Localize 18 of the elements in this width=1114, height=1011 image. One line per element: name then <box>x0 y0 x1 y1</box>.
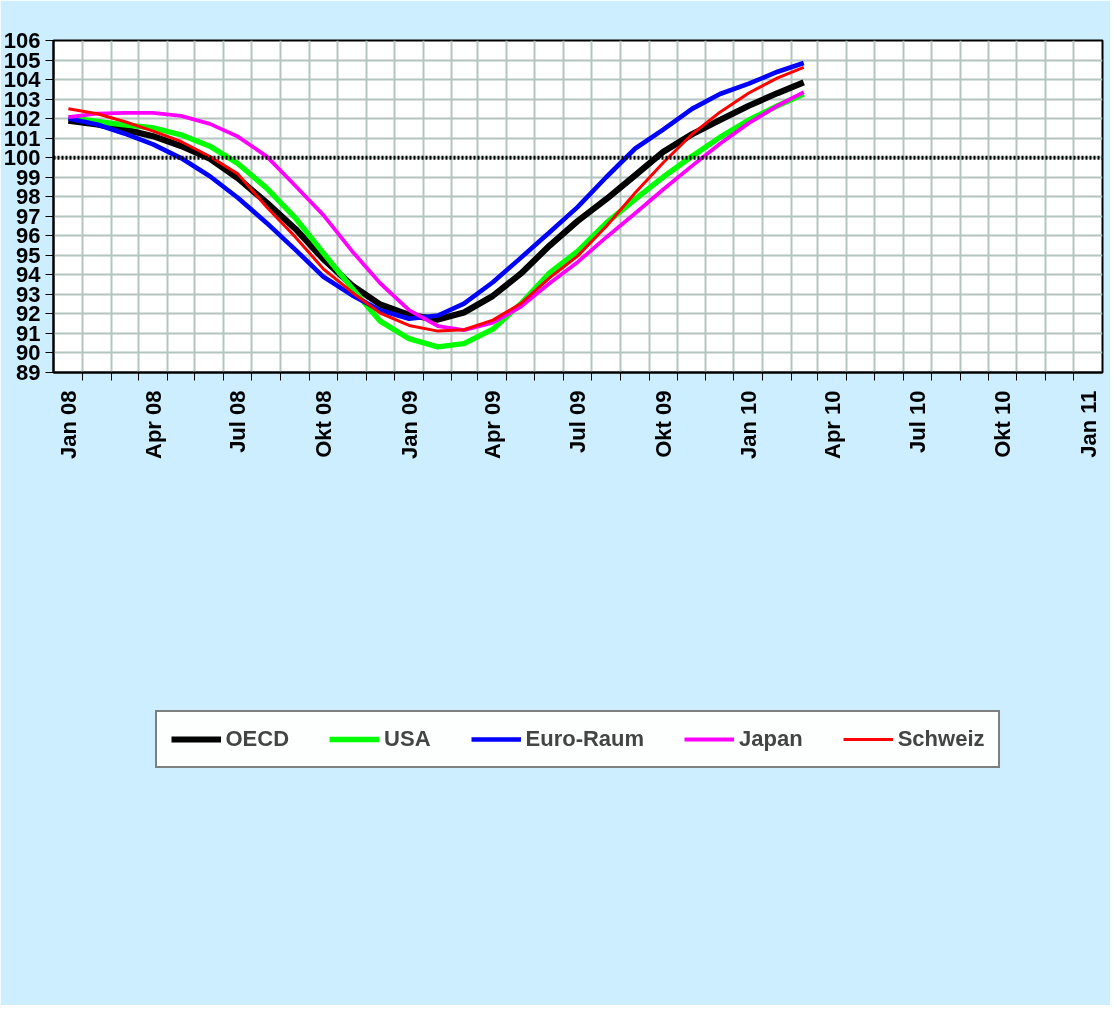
x-tick-label: Jan 08 <box>55 390 81 459</box>
x-tick-label: Okt 08 <box>310 390 336 458</box>
legend-label: Japan <box>739 726 803 752</box>
legend-label: Schweiz <box>897 726 985 752</box>
x-tick-label: Apr 10 <box>820 390 846 459</box>
x-tick-label: Okt 09 <box>650 390 676 458</box>
x-tick-label: Jan 11 <box>1076 390 1102 458</box>
x-tick-label: Okt 10 <box>990 390 1016 458</box>
legend-label: OECD <box>225 726 290 752</box>
legend-label: USA <box>384 726 431 752</box>
x-tick-label: Jan 09 <box>396 390 422 459</box>
legend-label: Euro-Raum <box>525 726 645 752</box>
x-tick-label: Jul 09 <box>565 390 591 453</box>
x-tick-label: Apr 08 <box>140 390 166 459</box>
x-tick-label: Jul 08 <box>225 390 251 453</box>
x-tick-label: Jul 10 <box>904 390 930 453</box>
x-tick-label: Apr 09 <box>480 390 506 459</box>
x-tick-label: Jan 10 <box>736 390 762 459</box>
